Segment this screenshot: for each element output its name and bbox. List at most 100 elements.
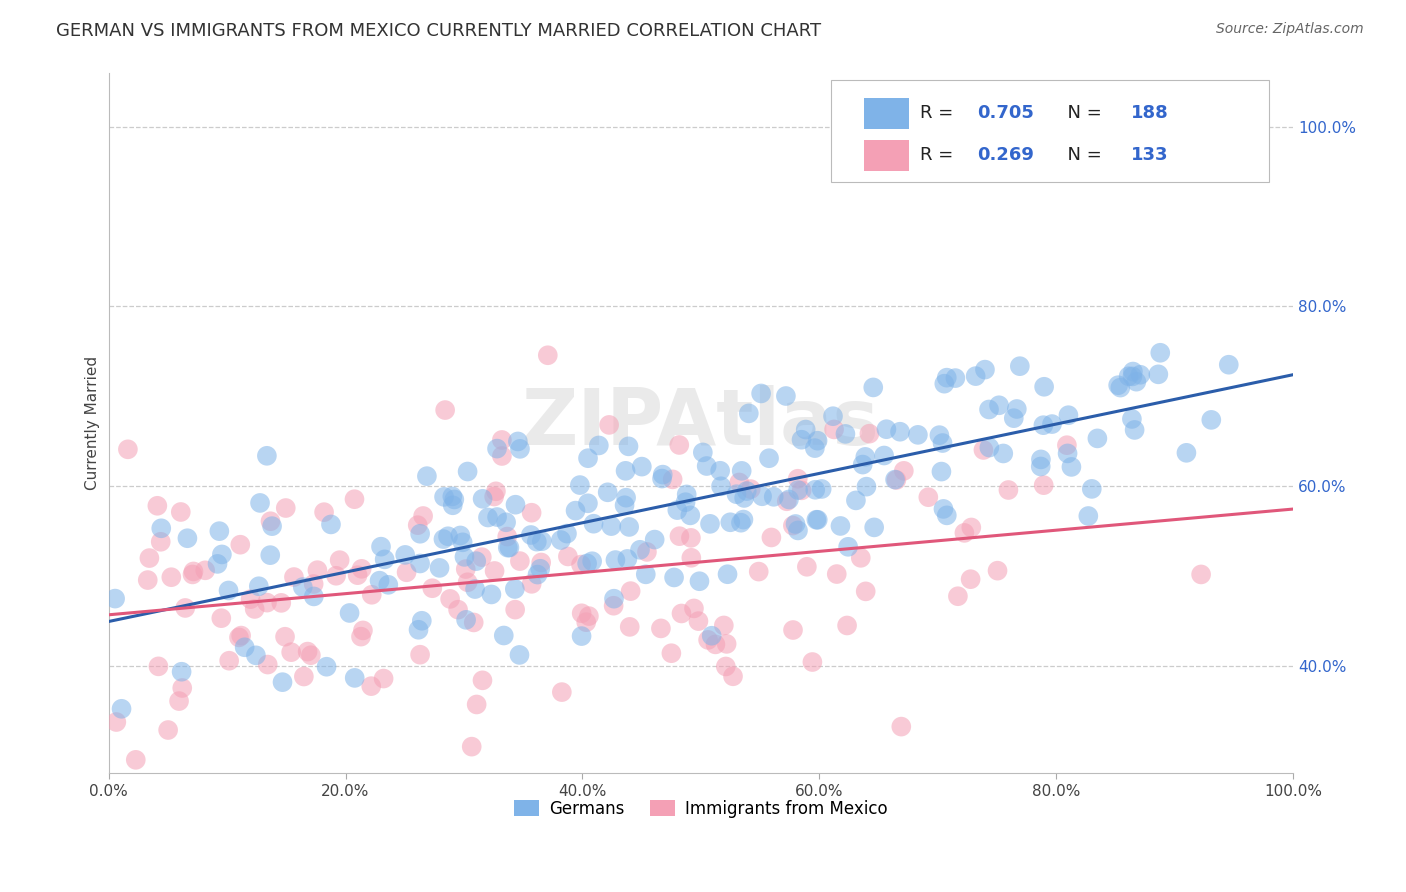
Point: [373, 672, 395, 686]
Point: [325, 568, 347, 582]
Point: [167, 694, 190, 708]
Point: [668, 529, 690, 543]
Point: [457, 575, 479, 590]
Point: [529, 562, 551, 576]
Point: [509, 442, 531, 456]
Point: [778, 492, 800, 507]
Point: [564, 503, 586, 517]
Point: [464, 582, 486, 596]
Point: [485, 484, 508, 499]
Point: [576, 557, 599, 571]
Point: [636, 545, 658, 559]
Point: [749, 386, 772, 401]
Point: [170, 505, 193, 519]
Point: [526, 567, 548, 582]
Point: [1008, 359, 1031, 374]
Point: [935, 370, 957, 384]
Text: 133: 133: [1130, 146, 1168, 164]
Point: [105, 714, 128, 729]
Point: [256, 657, 278, 672]
Point: [613, 498, 636, 512]
Point: [491, 449, 513, 463]
Point: [433, 490, 456, 504]
Point: [150, 521, 173, 535]
Point: [679, 508, 702, 523]
Point: [520, 577, 543, 591]
Text: R =: R =: [920, 104, 959, 122]
Point: [465, 554, 488, 568]
Point: [274, 630, 297, 644]
Point: [243, 602, 266, 616]
Point: [409, 648, 432, 662]
Point: [794, 423, 817, 437]
Point: [441, 498, 464, 512]
Point: [931, 436, 953, 450]
Point: [571, 607, 593, 621]
Text: 0.269: 0.269: [977, 146, 1033, 164]
Point: [568, 478, 591, 492]
Point: [1175, 446, 1198, 460]
Point: [714, 659, 737, 673]
Point: [408, 623, 430, 637]
Point: [172, 681, 194, 695]
Point: [505, 498, 527, 512]
Point: [259, 548, 281, 562]
Point: [650, 621, 672, 635]
Point: [343, 492, 366, 507]
Point: [858, 426, 880, 441]
Point: [557, 549, 579, 564]
Point: [312, 505, 335, 519]
Point: [661, 646, 683, 660]
Point: [943, 371, 966, 385]
Point: [588, 438, 610, 452]
Point: [785, 516, 807, 531]
Point: [675, 487, 697, 501]
Point: [616, 552, 638, 566]
Point: [465, 698, 488, 712]
Text: 0.705: 0.705: [977, 104, 1033, 122]
Point: [302, 577, 325, 591]
Point: [315, 659, 337, 673]
Point: [662, 570, 685, 584]
Point: [907, 428, 929, 442]
FancyBboxPatch shape: [865, 98, 910, 128]
Point: [761, 531, 783, 545]
Point: [875, 422, 897, 436]
Point: [602, 599, 624, 613]
Point: [619, 620, 641, 634]
Point: [416, 469, 439, 483]
Point: [696, 458, 718, 473]
Point: [598, 417, 620, 432]
Point: [728, 475, 751, 490]
Point: [716, 567, 738, 582]
FancyBboxPatch shape: [865, 140, 910, 170]
Point: [441, 489, 464, 503]
Text: ZIPAtlas: ZIPAtlas: [522, 385, 880, 461]
Point: [931, 465, 953, 479]
Point: [259, 514, 281, 528]
Point: [496, 530, 519, 544]
Point: [183, 565, 205, 579]
Point: [228, 631, 250, 645]
Text: N =: N =: [1056, 104, 1108, 122]
Point: [1121, 369, 1143, 384]
Point: [299, 648, 322, 663]
Point: [692, 445, 714, 459]
Point: [946, 589, 969, 603]
Point: [526, 534, 548, 549]
Point: [683, 601, 706, 615]
Point: [471, 491, 494, 506]
Point: [409, 526, 432, 541]
Point: [786, 472, 808, 486]
Point: [855, 480, 877, 494]
Point: [1060, 459, 1083, 474]
Point: [582, 516, 605, 531]
Point: [451, 535, 474, 549]
Point: [477, 510, 499, 524]
Point: [1005, 402, 1028, 417]
Point: [350, 562, 373, 576]
Point: [873, 449, 896, 463]
Point: [447, 602, 470, 616]
Point: [713, 618, 735, 632]
Point: [855, 584, 877, 599]
